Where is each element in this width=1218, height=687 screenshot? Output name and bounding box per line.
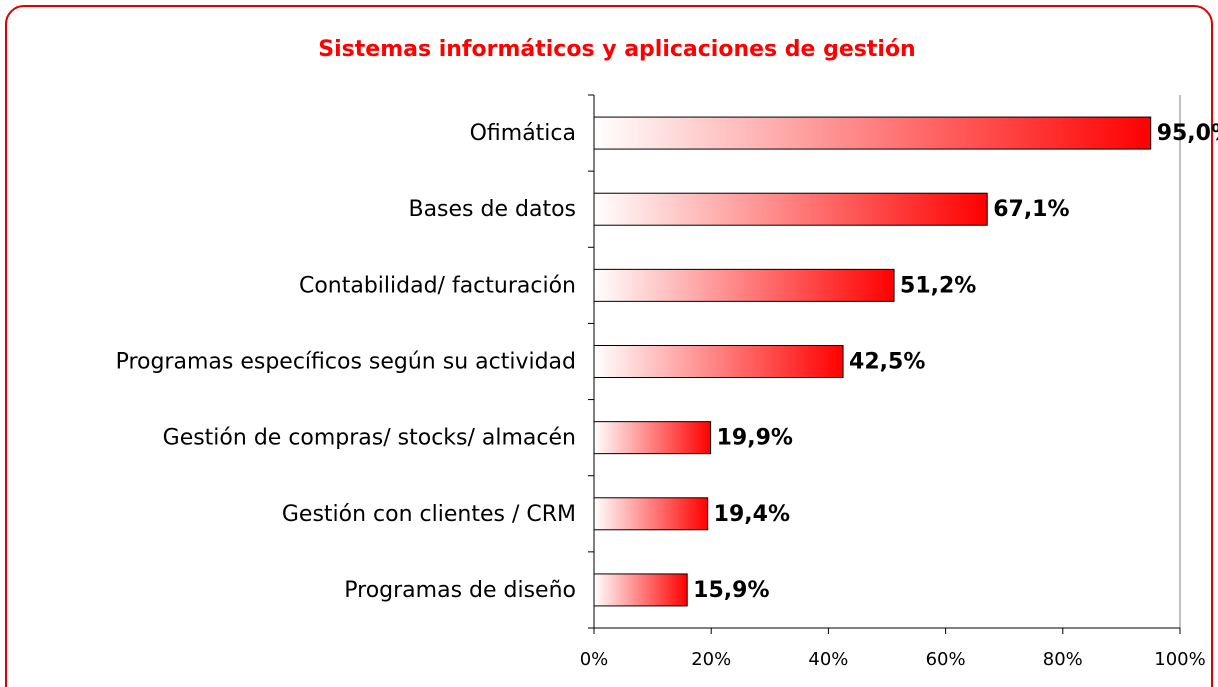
bar (593, 497, 709, 531)
x-tick-label: 20% (691, 649, 731, 670)
value-label: 15,9% (693, 578, 769, 603)
y-tick-label: Ofimática (470, 121, 576, 146)
bar (593, 116, 1152, 150)
value-label: 67,1% (993, 197, 1069, 222)
value-label: 51,2% (900, 273, 976, 298)
y-tick-label: Gestión de compras/ stocks/ almacén (163, 426, 576, 451)
value-label: 19,4% (714, 502, 790, 527)
value-label: 42,5% (849, 350, 925, 375)
x-tick-label: 80% (1043, 649, 1083, 670)
x-tick-label: 100% (1154, 649, 1205, 670)
bar (593, 268, 895, 302)
value-label: 95,0% (1157, 121, 1218, 146)
bar (593, 345, 844, 378)
x-tick-label: 60% (926, 649, 966, 670)
value-label: 19,9% (717, 426, 793, 451)
chart-title: Sistemas informáticos y aplicaciones de … (318, 37, 915, 62)
bar (593, 192, 988, 226)
bar (593, 421, 712, 455)
y-tick-label: Gestión con clientes / CRM (282, 502, 576, 527)
y-tick-label: Bases de datos (408, 197, 576, 222)
bar (593, 573, 688, 607)
y-tick-label: Contabilidad/ facturación (299, 273, 576, 298)
x-tick-label: 40% (808, 649, 848, 670)
x-tick-label: 0% (580, 649, 609, 670)
y-tick-label: Programas de diseño (344, 578, 576, 603)
y-tick-label: Programas específicos según su actividad (116, 350, 576, 375)
